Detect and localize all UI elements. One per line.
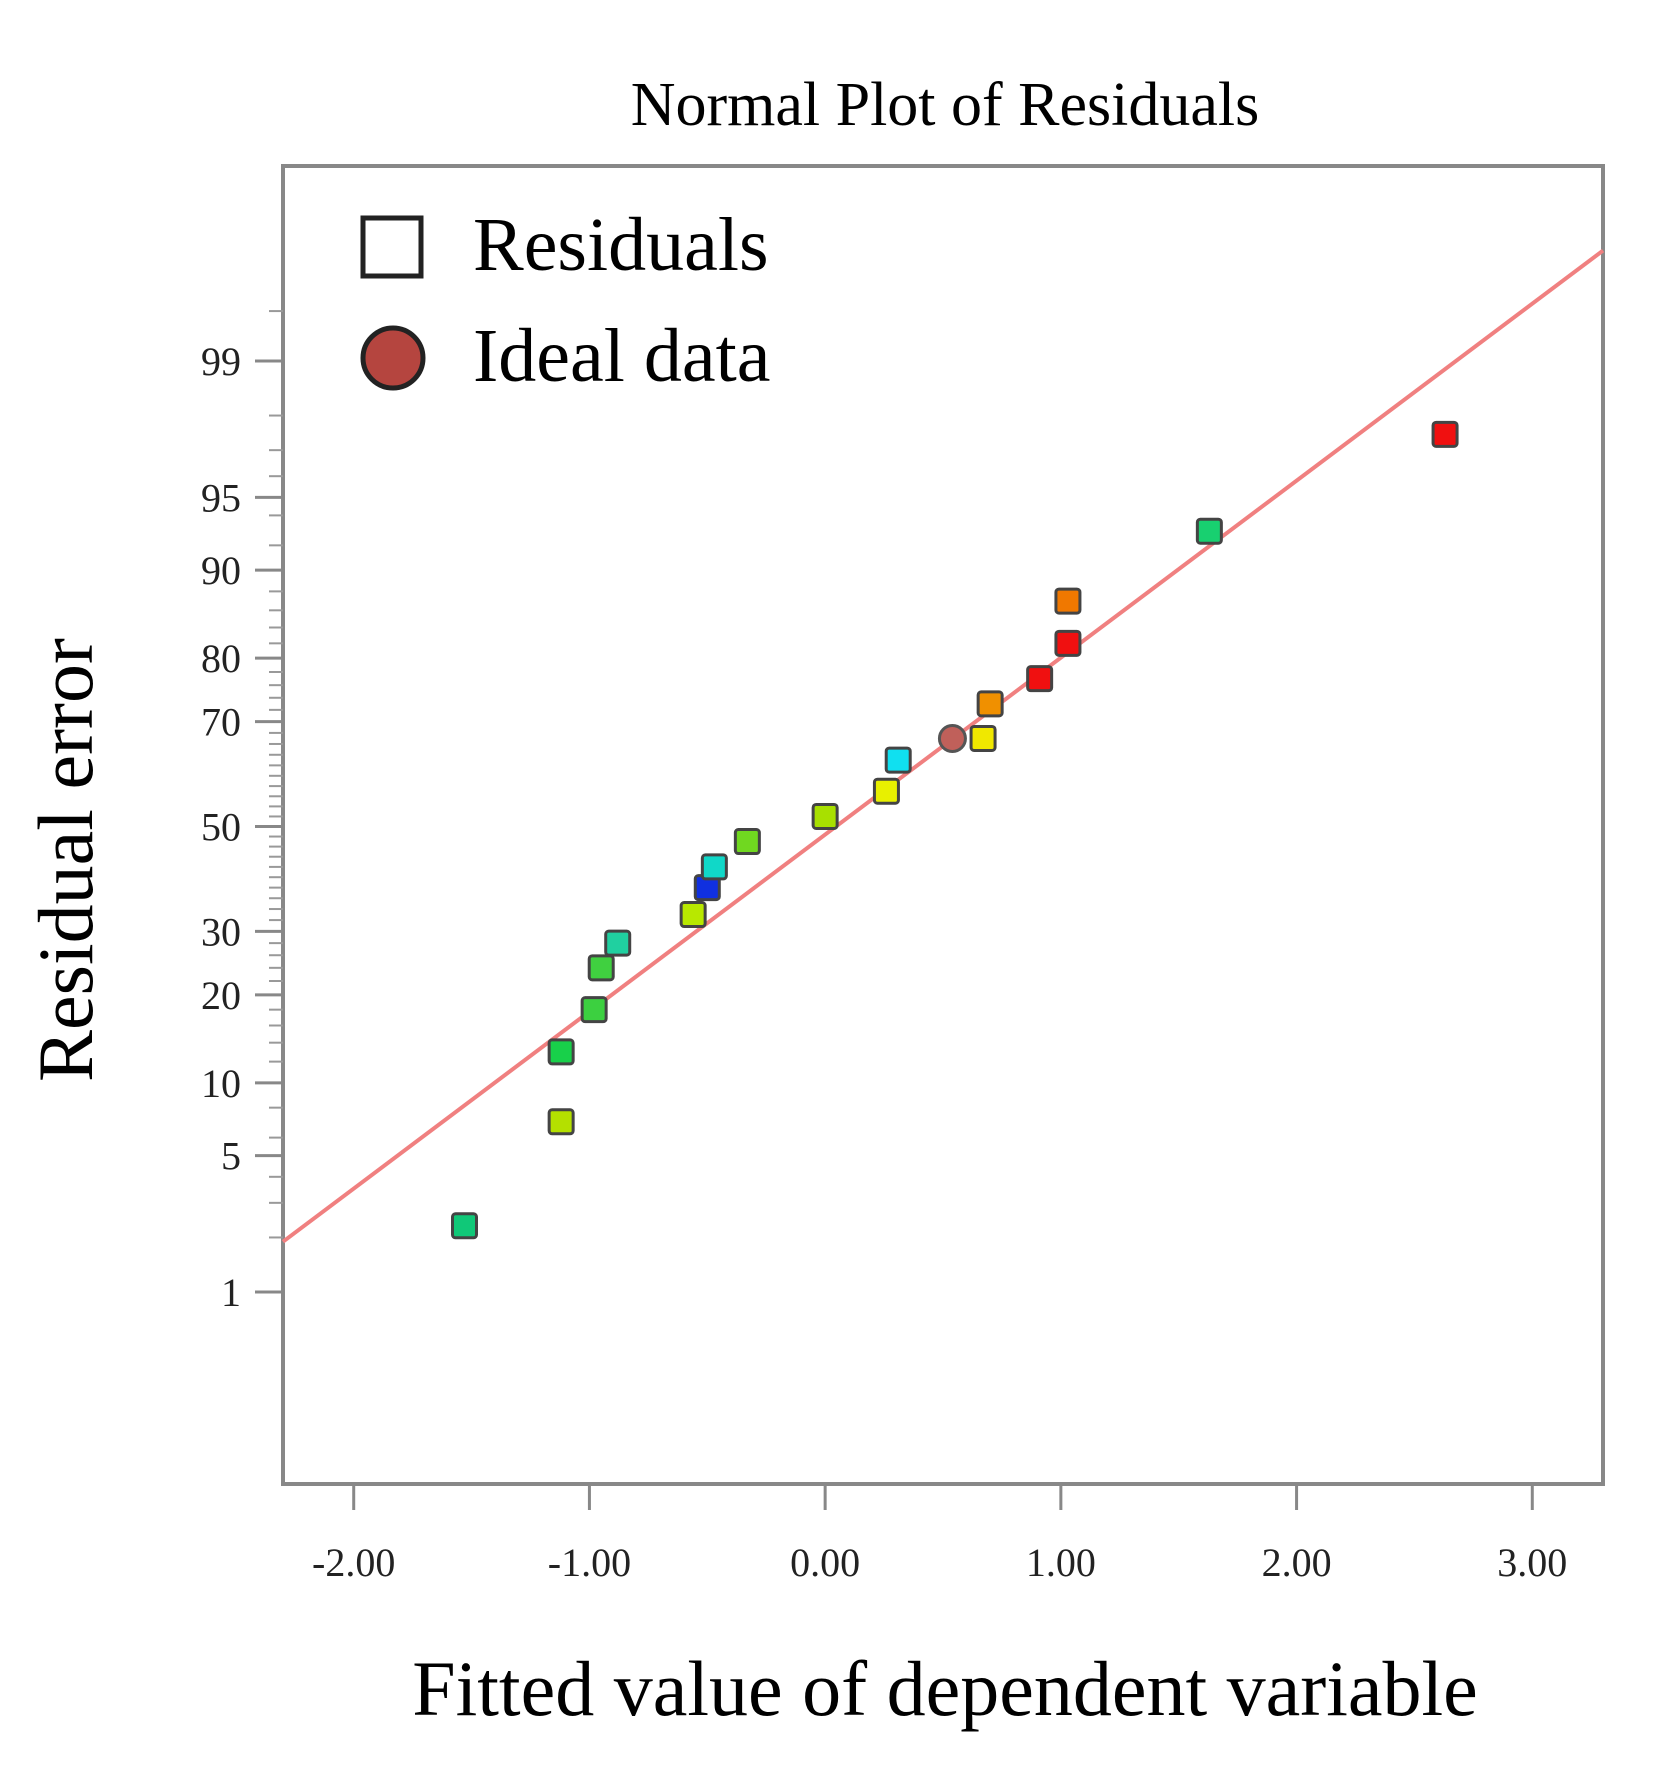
residual-point [733, 828, 761, 856]
x-tick-label: -1.00 [548, 1540, 631, 1585]
x-axis-label: Fitted value of dependent variable [412, 1645, 1478, 1732]
residual-point [1431, 420, 1459, 448]
residual-point [1195, 517, 1223, 545]
x-tick-label: 3.00 [1497, 1540, 1567, 1585]
legend-ideal-data-marker [360, 325, 426, 391]
x-tick-label: 0.00 [790, 1540, 860, 1585]
residual-point [884, 746, 912, 774]
legend: Residuals Ideal data [360, 203, 770, 398]
y-axis-label: Residual error [22, 638, 109, 1082]
y-tick-label: 10 [201, 1061, 241, 1106]
ideal-data-point [937, 723, 967, 753]
residual-point [969, 724, 997, 752]
residual-point [1026, 665, 1054, 693]
residual-point [700, 853, 728, 881]
residual-point [1054, 629, 1082, 657]
residual-point [872, 777, 900, 805]
y-tick-label: 30 [201, 909, 241, 954]
legend-residuals-label: Residuals [473, 203, 769, 287]
residual-point [679, 901, 707, 929]
y-tick-label: 70 [201, 700, 241, 745]
y-axis-ticks: 1 5 10 20 30 50 70 80 90 95 99 [201, 339, 283, 1315]
y-tick-label: 5 [221, 1134, 241, 1179]
plot-area-frame [281, 164, 1605, 1486]
residual-point [811, 802, 839, 830]
residual-point [587, 954, 615, 982]
y-tick-label: 80 [201, 636, 241, 681]
residual-point [604, 929, 632, 957]
y-tick-label: 1 [221, 1270, 241, 1315]
residual-point [547, 1038, 575, 1066]
y-tick-label: 50 [201, 805, 241, 850]
x-axis-ticks: -2.00 -1.00 0.00 1.00 2.00 3.00 [312, 1484, 1567, 1585]
y-tick-label: 90 [201, 548, 241, 593]
x-tick-label: -2.00 [312, 1540, 395, 1585]
legend-ideal-data-label: Ideal data [473, 314, 770, 398]
residual-point [1054, 587, 1082, 615]
x-tick-label: 2.00 [1262, 1540, 1332, 1585]
legend-residuals-marker [360, 215, 424, 279]
residual-point [451, 1212, 478, 1240]
residual-point [976, 690, 1004, 718]
data-points [451, 420, 1459, 1240]
residual-point [547, 1108, 575, 1136]
y-axis-minor-ticks [269, 310, 283, 1293]
x-tick-label: 1.00 [1026, 1540, 1096, 1585]
chart-title: Normal Plot of Residuals [631, 71, 1260, 139]
y-tick-label: 99 [201, 339, 241, 384]
y-tick-label: 20 [201, 973, 241, 1018]
y-tick-label: 95 [201, 475, 241, 520]
residual-point [580, 996, 608, 1024]
